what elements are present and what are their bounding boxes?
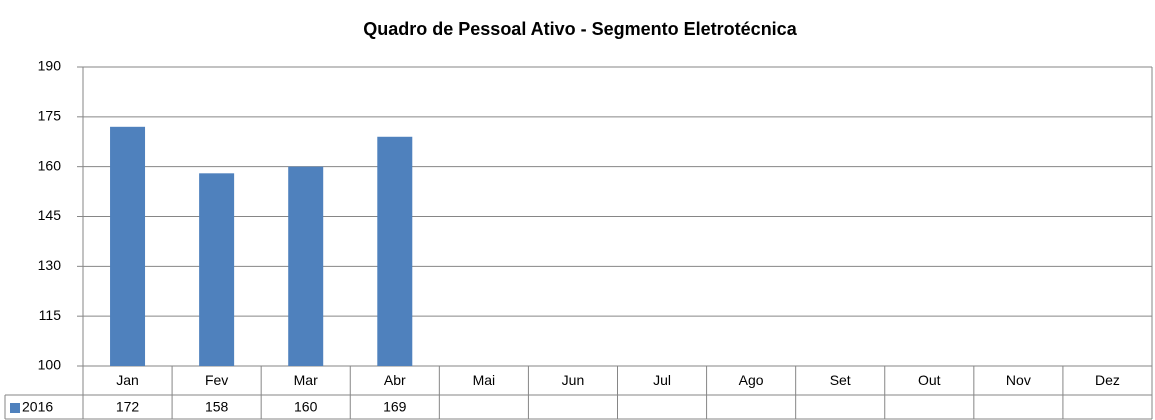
y-tick-label: 145	[38, 207, 62, 223]
x-tick-label: Jul	[653, 372, 671, 388]
x-tick-label: Fev	[205, 372, 228, 388]
x-tick-label: Dez	[1095, 372, 1120, 388]
bar	[288, 166, 324, 366]
y-tick-label: 160	[38, 157, 62, 173]
y-tick-label: 100	[38, 357, 62, 373]
table-value: 158	[205, 399, 229, 415]
chart-title: Quadro de Pessoal Ativo - Segmento Eletr…	[363, 19, 797, 39]
y-tick-label: 115	[39, 307, 62, 323]
x-tick-label: Set	[830, 372, 851, 388]
x-tick-label: Abr	[384, 372, 406, 388]
y-tick-label: 130	[38, 257, 62, 273]
x-tick-label: Nov	[1006, 372, 1031, 388]
y-tick-label: 175	[38, 108, 62, 124]
bar	[110, 126, 146, 366]
x-tick-label: Jun	[562, 372, 585, 388]
legend-key	[10, 403, 20, 413]
table-value: 172	[116, 399, 140, 415]
y-tick-label: 190	[38, 58, 62, 74]
x-tick-label: Ago	[739, 372, 764, 388]
x-tick-label: Mai	[473, 372, 496, 388]
legend-label: 2016	[22, 399, 53, 415]
x-tick-label: Out	[918, 372, 941, 388]
bar	[199, 173, 235, 366]
table-value: 169	[383, 399, 407, 415]
bar	[377, 136, 413, 366]
x-tick-label: Jan	[116, 372, 139, 388]
table-value: 160	[294, 399, 318, 415]
x-tick-label: Mar	[294, 372, 318, 388]
